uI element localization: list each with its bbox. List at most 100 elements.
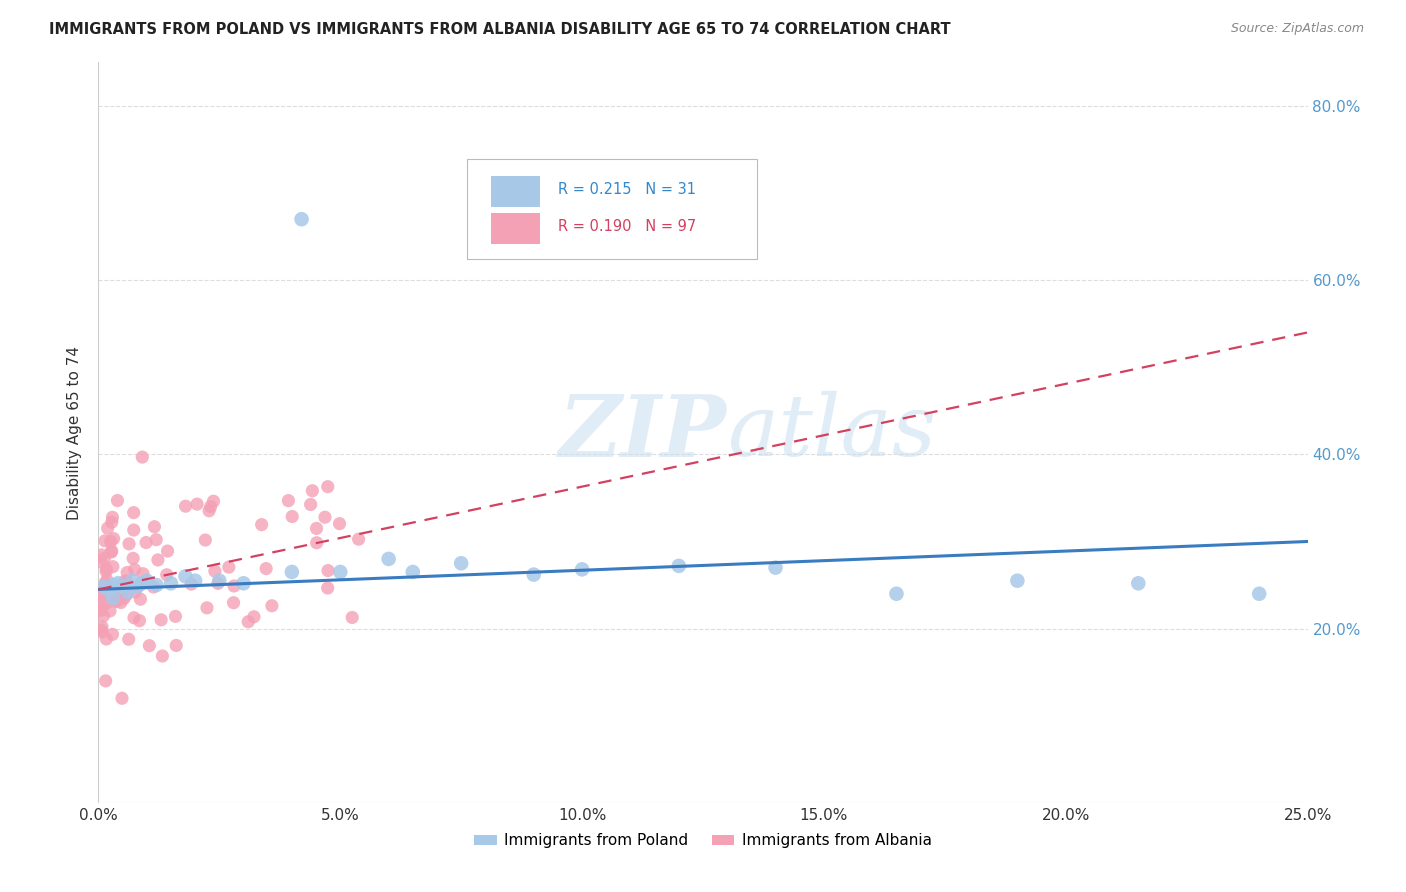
Point	[281, 565, 304, 579]
Point	[886, 587, 908, 601]
Point	[340, 610, 363, 624]
Point	[200, 500, 222, 514]
Point	[107, 576, 129, 591]
Point	[218, 560, 240, 574]
Point	[765, 560, 787, 574]
Point	[100, 544, 122, 558]
Point	[135, 574, 157, 588]
Point	[111, 691, 134, 706]
Point	[156, 544, 179, 558]
Point	[377, 552, 399, 566]
Point	[132, 566, 155, 581]
Point	[98, 604, 121, 618]
Text: atlas: atlas	[727, 392, 936, 474]
Text: ZIP: ZIP	[560, 391, 727, 475]
Point	[110, 595, 132, 609]
Point	[103, 532, 125, 546]
Point	[122, 506, 145, 520]
Point	[121, 574, 143, 588]
Point	[329, 565, 352, 579]
Point	[195, 600, 218, 615]
Point	[118, 537, 141, 551]
Point	[118, 632, 141, 647]
Point	[111, 580, 134, 594]
Point	[281, 509, 304, 524]
Point	[174, 499, 197, 513]
Point	[145, 578, 167, 592]
Point	[90, 603, 112, 617]
Point	[122, 523, 145, 537]
Point	[1128, 576, 1150, 591]
Point	[254, 561, 277, 575]
Point	[90, 588, 112, 602]
Point	[314, 510, 336, 524]
Point	[105, 594, 128, 608]
Point	[107, 493, 129, 508]
Point	[96, 596, 118, 610]
Point	[97, 582, 120, 597]
Point	[165, 609, 187, 624]
Point	[202, 494, 225, 508]
Point	[131, 576, 153, 591]
Point	[122, 611, 145, 625]
Point	[93, 608, 115, 623]
Point	[450, 556, 472, 570]
Point	[232, 576, 254, 591]
Point	[150, 648, 173, 663]
Point	[115, 566, 138, 580]
FancyBboxPatch shape	[492, 176, 540, 207]
Point	[100, 545, 122, 559]
Point	[122, 551, 145, 566]
Text: R = 0.190   N = 97: R = 0.190 N = 97	[558, 219, 696, 235]
Point	[90, 548, 112, 562]
Point	[135, 535, 157, 549]
Point	[194, 533, 217, 547]
Point	[260, 599, 283, 613]
Point	[305, 521, 328, 535]
Point	[165, 639, 187, 653]
Point	[1007, 574, 1029, 588]
Point	[96, 562, 118, 576]
Point	[156, 567, 179, 582]
Point	[316, 564, 339, 578]
Point	[110, 590, 132, 604]
Point	[222, 579, 245, 593]
Point	[94, 673, 117, 688]
Point	[127, 580, 149, 594]
Point	[222, 596, 245, 610]
Text: R = 0.215   N = 31: R = 0.215 N = 31	[558, 182, 696, 197]
Point	[174, 569, 197, 583]
FancyBboxPatch shape	[467, 159, 758, 259]
Point	[93, 551, 115, 566]
Point	[138, 639, 160, 653]
Point	[523, 567, 546, 582]
Point	[96, 565, 118, 579]
Point	[105, 590, 128, 604]
Point	[299, 498, 322, 512]
Point	[142, 580, 165, 594]
Y-axis label: Disability Age 65 to 74: Disability Age 65 to 74	[67, 345, 83, 520]
Text: Source: ZipAtlas.com: Source: ZipAtlas.com	[1230, 22, 1364, 36]
Point	[112, 591, 135, 606]
Point	[101, 578, 124, 592]
Point	[328, 516, 350, 531]
Point	[347, 532, 370, 546]
Point	[186, 497, 208, 511]
Point	[90, 555, 112, 569]
Point	[91, 580, 114, 594]
Point	[114, 574, 136, 588]
Point	[101, 559, 124, 574]
Point	[316, 480, 339, 494]
Point	[198, 504, 221, 518]
Point	[115, 574, 138, 589]
Point	[145, 533, 167, 547]
Point	[91, 620, 114, 634]
Point	[160, 576, 183, 591]
Point	[91, 625, 114, 640]
Point	[117, 585, 139, 599]
Text: IMMIGRANTS FROM POLAND VS IMMIGRANTS FROM ALBANIA DISABILITY AGE 65 TO 74 CORREL: IMMIGRANTS FROM POLAND VS IMMIGRANTS FRO…	[49, 22, 950, 37]
Point	[290, 212, 312, 227]
Point	[668, 558, 690, 573]
Point	[94, 576, 117, 591]
Point	[94, 533, 117, 548]
